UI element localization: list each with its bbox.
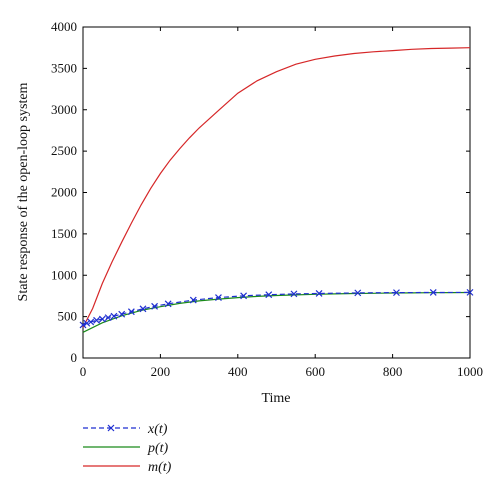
data-point-x xyxy=(98,315,106,323)
x-tick-label: 400 xyxy=(228,364,248,379)
data-point-x-stroke xyxy=(104,314,112,322)
tick-layer: 0 200 400 600 800 1000 0 500 1000 1500 2000 2500 300… xyxy=(51,19,483,379)
data-point-x xyxy=(118,310,126,318)
x-axis-label: Time xyxy=(261,391,290,406)
legend-label: m(t) xyxy=(148,460,172,475)
x-tick-label: 0 xyxy=(80,364,87,379)
legend-item-xt: x(t) xyxy=(83,422,168,437)
data-point-x-stroke xyxy=(118,310,126,318)
y-tick-label: 2500 xyxy=(51,143,77,158)
data-point-x xyxy=(151,302,159,310)
y-tick-label: 4000 xyxy=(51,19,77,34)
y-tick-label: 1500 xyxy=(51,226,77,241)
data-point-x xyxy=(429,289,437,296)
data-point-x-stroke xyxy=(290,290,298,298)
data-point-x-stroke xyxy=(429,289,437,296)
y-tick-label: 500 xyxy=(58,309,78,324)
data-point-x xyxy=(189,296,197,304)
data-point-x xyxy=(139,305,147,313)
data-point-x-stroke xyxy=(110,312,118,320)
data-point-x xyxy=(93,316,100,324)
y-tick-label: 0 xyxy=(71,350,78,365)
data-point-x-stroke xyxy=(83,319,91,327)
series-line-mt xyxy=(82,47,471,328)
legend-label: p(t) xyxy=(147,441,169,456)
data-point-x-stroke xyxy=(265,291,273,299)
y-tick-label: 3000 xyxy=(51,102,77,117)
legend-item-pt: p(t) xyxy=(83,441,169,456)
data-point-x xyxy=(290,290,298,298)
data-point-x-stroke xyxy=(215,294,222,302)
x-tick-label: 1000 xyxy=(457,364,483,379)
x-tick-label: 800 xyxy=(383,364,403,379)
legend-label: x(t) xyxy=(147,422,168,437)
legend-marker-stroke xyxy=(107,424,115,432)
x-tick-label: 600 xyxy=(305,364,325,379)
data-point-x-stroke xyxy=(393,289,400,297)
data-point-x-stroke xyxy=(189,296,197,304)
data-point-x-stroke xyxy=(93,316,100,324)
data-point-x-stroke xyxy=(87,318,95,326)
y-tick-label: 1000 xyxy=(51,267,77,282)
data-point-x xyxy=(127,308,135,316)
legend: x(t) p(t) m(t) xyxy=(83,422,172,475)
y-tick-label: 3500 xyxy=(51,60,77,75)
data-point-x xyxy=(354,289,362,297)
data-point-x xyxy=(164,300,172,308)
data-point-x-stroke xyxy=(98,315,106,323)
data-point-x-stroke xyxy=(164,300,172,308)
data-point-x xyxy=(265,291,273,299)
data-point-x-stroke xyxy=(354,289,362,297)
data-point-x xyxy=(83,319,91,327)
data-point-x xyxy=(315,290,323,297)
legend-item-mt: m(t) xyxy=(83,460,172,475)
data-point-x xyxy=(79,321,87,329)
y-axis-label: State response of the open-loop system xyxy=(16,82,31,301)
series-line-xt xyxy=(82,291,471,326)
data-point-x xyxy=(240,292,248,300)
data-point-x-stroke xyxy=(127,308,135,316)
data-point-x xyxy=(215,294,222,302)
data-point-x-stroke xyxy=(315,290,323,297)
plot-area xyxy=(82,26,471,359)
data-point-x-stroke xyxy=(240,292,248,300)
series-layer xyxy=(79,47,474,333)
data-point-x xyxy=(87,318,95,326)
data-point-x xyxy=(110,312,118,320)
y-tick-label: 2000 xyxy=(51,185,77,200)
data-point-x-stroke xyxy=(466,288,474,296)
data-point-x-stroke xyxy=(151,302,159,310)
plot-frame xyxy=(82,26,471,359)
data-point-x xyxy=(393,289,400,297)
data-point-x-stroke xyxy=(139,305,147,313)
series-line-pt xyxy=(82,291,471,333)
data-point-x-stroke xyxy=(79,321,87,329)
data-point-x xyxy=(104,314,112,322)
x-tick-label: 200 xyxy=(151,364,171,379)
data-point-x xyxy=(466,288,474,296)
